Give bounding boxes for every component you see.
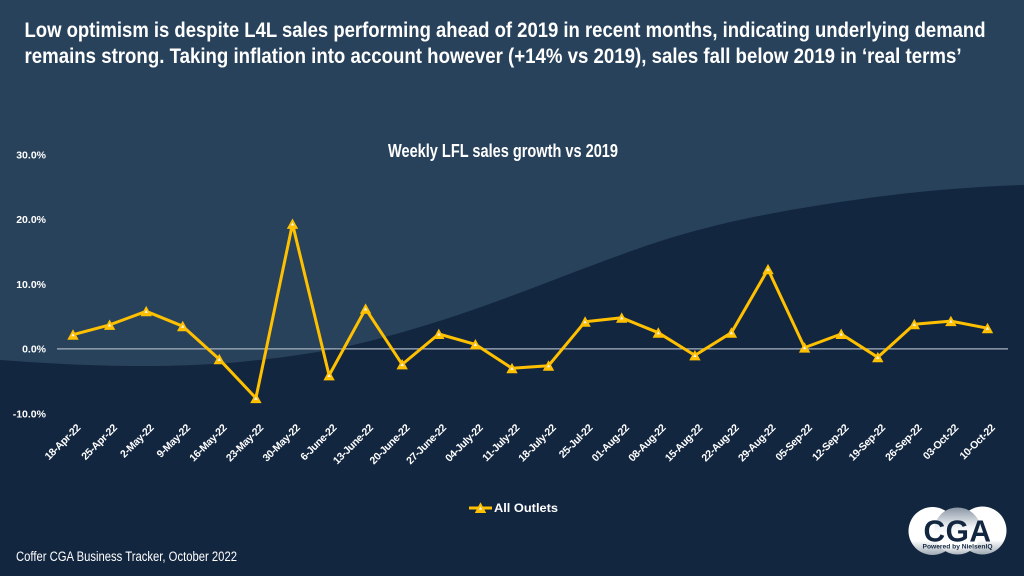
svg-text:Weekly LFL sales growth vs 201: Weekly LFL sales growth vs 2019: [388, 140, 618, 161]
svg-text:20.0%: 20.0%: [16, 214, 46, 226]
svg-text:remains strong. Taking inflati: remains strong. Taking inflation into ac…: [25, 44, 962, 68]
svg-text:10.0%: 10.0%: [16, 279, 46, 291]
svg-text:0.0%: 0.0%: [22, 344, 47, 356]
svg-text:All Outlets: All Outlets: [494, 501, 558, 515]
svg-text:Low optimism is despite L4L sa: Low optimism is despite L4L sales perfor…: [25, 18, 986, 42]
svg-text:Coffer CGA Business Tracker, O: Coffer CGA Business Tracker, October 202…: [16, 549, 237, 564]
svg-text:CGA: CGA: [924, 513, 992, 548]
svg-text:-10.0%: -10.0%: [13, 408, 47, 420]
svg-text:30.0%: 30.0%: [16, 149, 46, 161]
svg-text:Powered by NielsenIQ: Powered by NielsenIQ: [923, 543, 993, 550]
